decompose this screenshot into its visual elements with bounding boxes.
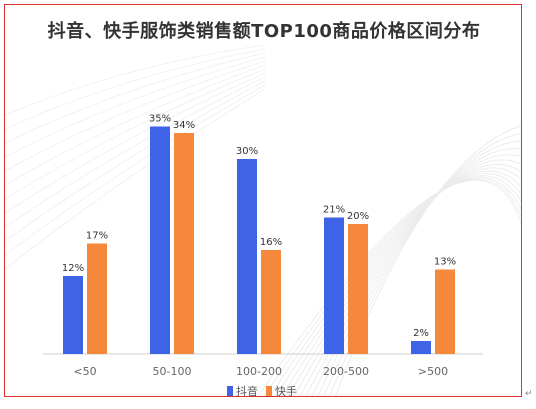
bar-kuaishou-4: [435, 269, 455, 354]
bar-kuaishou-1: [174, 133, 194, 354]
bar-douyin-3: [324, 217, 344, 354]
bars-group: [63, 126, 455, 354]
legend-item-douyin: 抖音: [227, 383, 258, 397]
data-label-douyin-4: 2%: [413, 328, 429, 339]
background-decoration: [5, 44, 521, 396]
legend-swatch-douyin: [227, 386, 233, 396]
bar-kuaishou-0: [87, 243, 107, 354]
bar-kuaishou-3: [348, 224, 368, 354]
x-tick-labels-group: <50 50-100 100-200 200-500 >500: [73, 365, 448, 378]
x-tick-label-2: 100-200: [236, 365, 282, 378]
data-labels-group: 12% 17% 35%34% 30% 16% 21%20% 2% 13%: [62, 114, 456, 340]
x-tick-label-0: <50: [73, 365, 96, 378]
bar-kuaishou-2: [261, 250, 281, 354]
return-mark: ↵: [525, 389, 533, 399]
data-label-douyin-1: 35%: [149, 114, 171, 125]
x-tick-label-4: >500: [418, 365, 448, 378]
legend-label-douyin: 抖音: [236, 385, 258, 397]
data-label-kuaishou-0: 17%: [86, 231, 108, 242]
bar-douyin-4: [411, 341, 431, 354]
data-label-douyin-0: 12%: [62, 263, 84, 274]
data-label-kuaishou-2: 16%: [260, 237, 282, 248]
legend-swatch-kuaishou: [266, 386, 272, 396]
data-label-kuaishou-3: 20%: [347, 211, 369, 222]
x-tick-label-1: 50-100: [153, 365, 192, 378]
legend: 抖音 快手: [227, 383, 305, 397]
data-label-kuaishou-1: 34%: [173, 120, 195, 131]
chart-plot: 12% 17% 35%34% 30% 16% 21%20% 2% 13% <50 50-100 1…: [5, 44, 521, 396]
bar-douyin-1: [150, 126, 170, 354]
data-label-kuaishou-4: 13%: [434, 257, 456, 268]
chart-frame: 抖音、快手服饰类销售额TOP100商品价格区间分布 12% 17% 35% 34% 30…: [4, 4, 522, 397]
chart-title: 抖音、快手服饰类销售额TOP100商品价格区间分布: [47, 21, 481, 42]
data-label-douyin-3: 21%: [323, 205, 345, 216]
data-label-douyin-2: 30%: [236, 146, 258, 157]
legend-label-kuaishou: 快手: [275, 385, 297, 397]
legend-item-kuaishou: 快手: [266, 383, 297, 397]
bar-douyin-2: [237, 159, 257, 354]
bar-douyin-0: [63, 276, 83, 354]
x-tick-label-3: 200-500: [323, 365, 369, 378]
